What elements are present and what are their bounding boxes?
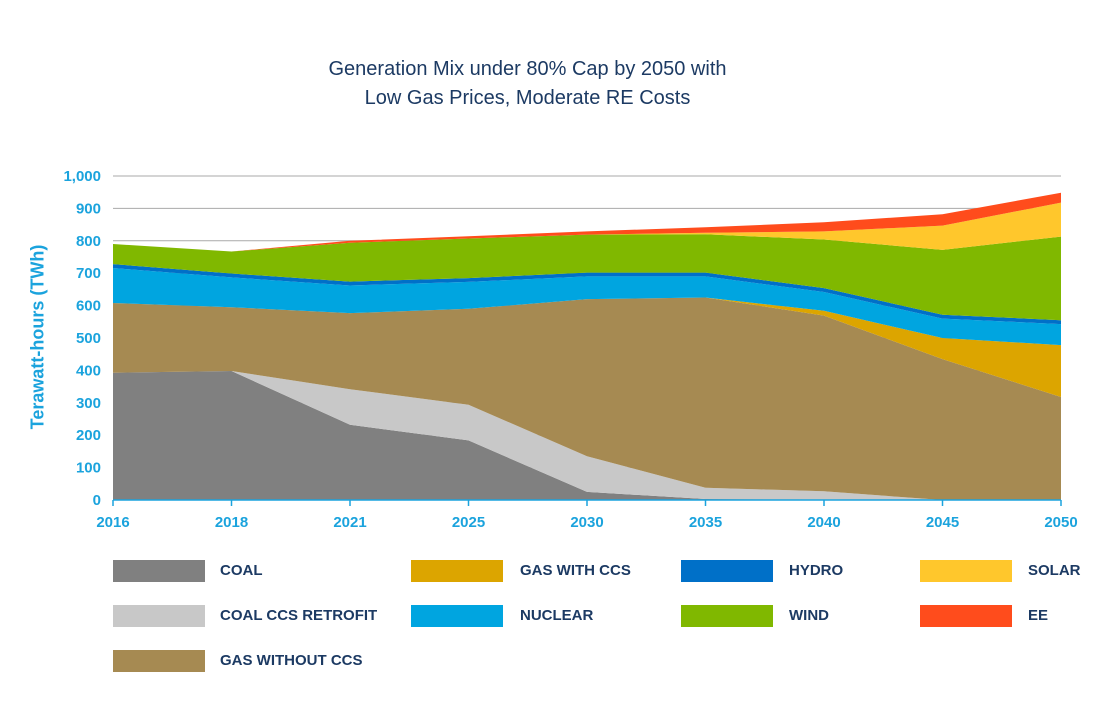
x-tick-label: 2040 xyxy=(807,514,840,531)
legend-label-wind: WIND xyxy=(789,607,829,624)
y-tick-label: 100 xyxy=(76,460,101,477)
y-tick-label: 700 xyxy=(76,265,101,282)
legend-swatch-nuclear xyxy=(411,605,503,627)
x-tick-label: 2018 xyxy=(215,514,248,531)
y-tick-label: 600 xyxy=(76,298,101,315)
legend-label-coal-ccs-retrofit: COAL CCS RETROFIT xyxy=(220,607,378,624)
legend-label-solar: SOLAR xyxy=(1028,562,1081,579)
area-hydro xyxy=(113,264,1061,325)
x-tick-label: 2030 xyxy=(570,514,603,531)
stacked-areas xyxy=(113,192,1061,500)
legend-swatch-coal-ccs-retrofit xyxy=(113,605,205,627)
legend-label-coal: COAL xyxy=(220,562,263,579)
y-tick-label: 1,000 xyxy=(63,168,101,185)
y-tick-label: 200 xyxy=(76,427,101,444)
area-wind xyxy=(113,234,1061,321)
x-tick-label: 2050 xyxy=(1044,514,1077,531)
legend-label-gas-with-ccs: GAS WITH CCS xyxy=(520,562,631,579)
legend-swatch-wind xyxy=(681,605,773,627)
x-tick-label: 2021 xyxy=(333,514,366,531)
legend-swatch-gas-without-ccs xyxy=(113,650,205,672)
y-tick-label: 800 xyxy=(76,233,101,250)
legend-swatch-gas-with-ccs xyxy=(411,560,503,582)
x-axis: 2016 2018 2021 2025 2030 2035 2040 2045 2050 xyxy=(96,499,1078,531)
legend-swatch-ee xyxy=(920,605,1012,627)
area-coal xyxy=(113,371,1061,500)
y-axis-ticks: 0 100 200 300 400 500 600 700 800 900 1,000 xyxy=(63,168,101,509)
area-coal-ccs-retrofit xyxy=(113,371,1061,500)
y-tick-label: 400 xyxy=(76,362,101,379)
x-tick-label: 2045 xyxy=(926,514,959,531)
area-solar xyxy=(113,202,1061,252)
legend-label-hydro: HYDRO xyxy=(789,562,844,579)
legend-label-ee: EE xyxy=(1028,607,1049,624)
chart-title: Generation Mix under 80% Cap by 2050 wit… xyxy=(0,55,1055,113)
y-tick-label: 0 xyxy=(93,492,101,509)
area-nuclear xyxy=(113,268,1061,346)
y-tick-label: 900 xyxy=(76,200,101,217)
x-tick-label: 2016 xyxy=(96,514,129,531)
y-tick-label: 500 xyxy=(76,330,101,347)
y-tick-label: 300 xyxy=(76,395,101,412)
chart-title-line-1: Generation Mix under 80% Cap by 2050 wit… xyxy=(328,58,727,80)
legend-label-nuclear: NUCLEAR xyxy=(520,607,594,624)
area-gas-without-ccs xyxy=(113,297,1061,500)
x-tick-label: 2025 xyxy=(452,514,485,531)
x-tick-label: 2035 xyxy=(689,514,722,531)
chart-title-line-2: Low Gas Prices, Moderate RE Costs xyxy=(364,87,691,109)
legend-swatch-solar xyxy=(920,560,1012,582)
area-ee xyxy=(113,192,1061,252)
legend-label-gas-without-ccs: GAS WITHOUT CCS xyxy=(220,652,363,669)
legend-swatch-coal xyxy=(113,560,205,582)
legend-swatch-hydro xyxy=(681,560,773,582)
